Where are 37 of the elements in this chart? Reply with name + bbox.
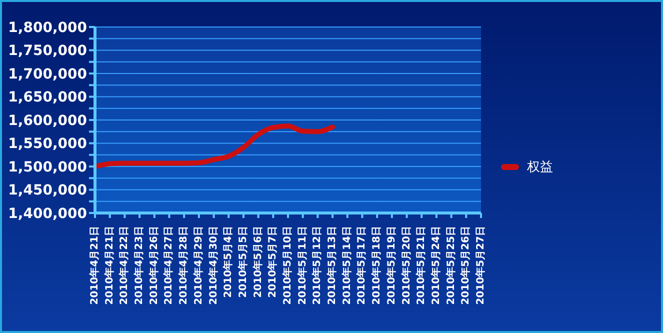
x-tick-label: 2010年4月23日 bbox=[133, 226, 146, 305]
y-tick-label: 1,700,000 bbox=[8, 66, 88, 82]
x-tick-label: 2010年5月5日 bbox=[236, 226, 249, 298]
x-tick-label: 2010年5月7日 bbox=[266, 226, 279, 298]
y-tick-label: 1,500,000 bbox=[8, 159, 88, 176]
x-tick-label: 2010年5月12日 bbox=[311, 226, 324, 305]
x-tick-label: 2010年4月21日 bbox=[103, 226, 116, 305]
y-tick-label: 1,450,000 bbox=[8, 182, 88, 199]
y-tick-label: 1,750,000 bbox=[8, 43, 88, 60]
x-tick-label: 2010年5月10日 bbox=[282, 226, 294, 305]
y-tick-label: 1,400,000 bbox=[8, 206, 88, 222]
x-tick-label: 2010年4月27日 bbox=[162, 226, 175, 305]
y-tick-label: 1,800,000 bbox=[8, 20, 88, 36]
x-tick-label: 2010年5月18日 bbox=[370, 226, 383, 305]
x-tick-label: 2010年5月26日 bbox=[460, 226, 472, 305]
x-tick-label: 2010年5月17日 bbox=[356, 226, 368, 305]
x-tick-label: 2010年4月26日 bbox=[148, 226, 160, 305]
x-tick-label: 2010年5月21日 bbox=[415, 226, 428, 305]
legend-label: 权益 bbox=[527, 158, 553, 176]
x-tick-label: 2010年4月22日 bbox=[118, 226, 130, 305]
x-tick-label: 2010年4月28日 bbox=[178, 226, 190, 305]
x-tick-label: 2010年4月21日 bbox=[88, 226, 100, 305]
x-tick-label: 2010年5月11日 bbox=[296, 226, 308, 305]
x-tick-label: 2010年5月24日 bbox=[430, 226, 442, 305]
y-tick-label: 1,650,000 bbox=[8, 90, 88, 106]
x-tick-label: 2010年5月20日 bbox=[400, 226, 412, 305]
x-tick-label: 2010年5月25日 bbox=[444, 226, 457, 305]
x-tick-label: 2010年5月19日 bbox=[385, 226, 398, 305]
y-tick-label: 1,600,000 bbox=[8, 112, 88, 129]
x-tick-label: 2010年5月14日 bbox=[340, 226, 353, 305]
x-tick-label: 2010年5月13日 bbox=[326, 226, 338, 305]
x-tick-label: 2010年5月6日 bbox=[252, 226, 264, 298]
x-tick-label: 2010年4月30日 bbox=[207, 226, 220, 305]
x-tick-label: 2010年4月29日 bbox=[192, 226, 204, 305]
y-tick-label: 1,550,000 bbox=[8, 136, 88, 152]
x-tick-label: 2010年5月27日 bbox=[474, 226, 486, 305]
x-tick-label: 2010年5月4日 bbox=[222, 226, 234, 298]
